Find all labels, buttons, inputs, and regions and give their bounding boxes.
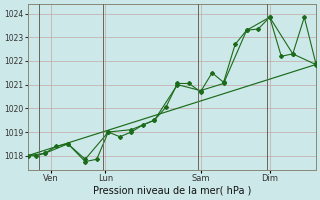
X-axis label: Pression niveau de la mer( hPa ): Pression niveau de la mer( hPa ): [92, 186, 251, 196]
